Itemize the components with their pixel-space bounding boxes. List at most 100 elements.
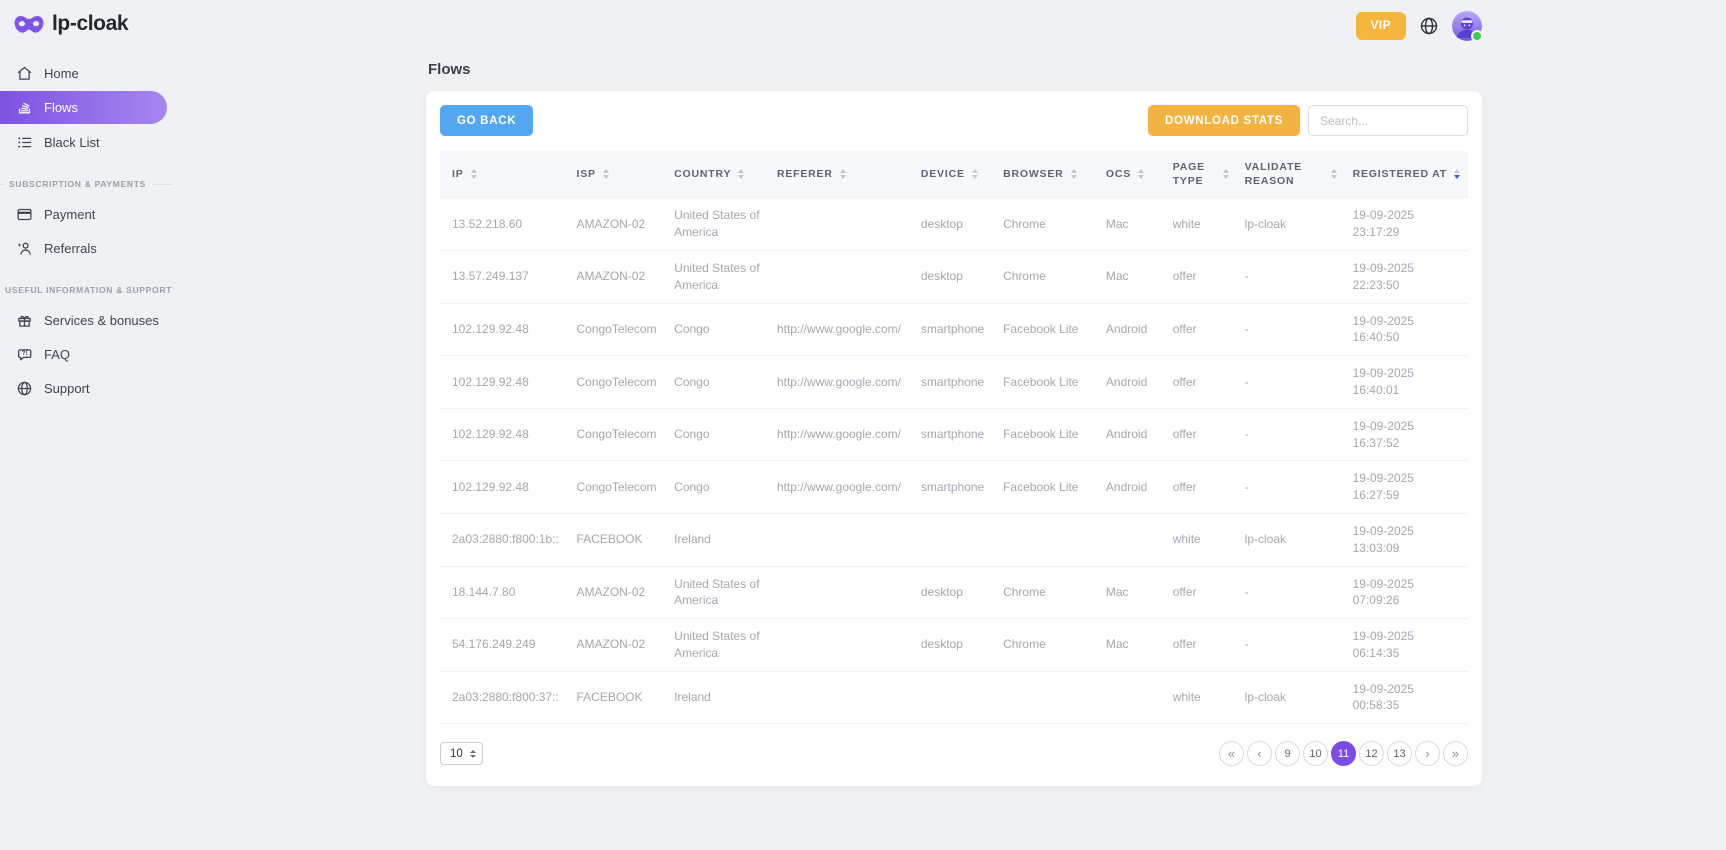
globe-icon[interactable]: [1419, 16, 1439, 36]
column-header-referer[interactable]: REFERER: [768, 151, 913, 198]
cell-ip: 2a03:2880:f800:37::: [440, 670, 569, 725]
column-header-ocs[interactable]: OCS: [1097, 151, 1165, 198]
next-page-button[interactable]: ›: [1415, 741, 1440, 767]
cell-ocs: [1097, 512, 1165, 566]
column-label: ISP: [576, 168, 596, 181]
column-header-ip[interactable]: IP: [440, 151, 569, 198]
search-input[interactable]: [1308, 105, 1468, 136]
page-title: Flows: [428, 61, 471, 78]
sidebar-item-faq[interactable]: ?! FAQ: [0, 337, 182, 371]
cell-browser: Chrome: [995, 618, 1098, 672]
sidebar-item-services-bonuses[interactable]: Services & bonuses: [0, 303, 182, 337]
cell-device: smartphone: [912, 355, 996, 409]
brand-name: lp-cloak: [52, 12, 129, 35]
cell-browser: Facebook Lite: [995, 355, 1098, 409]
cell-browser: [995, 512, 1098, 566]
page-size-select[interactable]: 10: [440, 742, 483, 766]
column-label: DEVICE: [920, 168, 965, 181]
sort-icon: [1138, 169, 1145, 180]
cell-registered_at: 19-09-2025 16:27:59: [1344, 460, 1468, 514]
mask-icon: [14, 15, 44, 34]
support-icon: [16, 380, 33, 397]
sidebar-item-label: Referrals: [44, 240, 97, 256]
cell-ip: 18.144.7.80: [440, 565, 569, 619]
cell-page_type: offer: [1164, 249, 1237, 304]
cell-registered_at: 19-09-2025 23:17:29: [1344, 197, 1468, 251]
column-header-device[interactable]: DEVICE: [912, 151, 996, 198]
sidebar-item-referrals[interactable]: Referrals: [0, 231, 182, 265]
column-header-registered_at[interactable]: REGISTERED AT: [1344, 151, 1468, 198]
home-icon: [16, 65, 33, 82]
stepper-icon: [469, 749, 476, 758]
page-button-9[interactable]: 9: [1275, 741, 1300, 767]
referrals-icon: [16, 240, 33, 257]
sort-icon: [470, 169, 477, 180]
vip-button[interactable]: VIP: [1355, 12, 1406, 40]
column-header-country[interactable]: COUNTRY: [666, 151, 769, 198]
page-button-10[interactable]: 10: [1303, 741, 1328, 767]
cell-referer: [768, 670, 913, 725]
sidebar-item-label: Black List: [44, 134, 100, 150]
sidebar-item-payment[interactable]: Payment: [0, 197, 182, 231]
table-row: 102.129.92.48 CongoTelecom Congo http://www…: [440, 460, 1468, 514]
column-header-isp[interactable]: ISP: [568, 151, 667, 198]
column-label: BROWSER: [1003, 168, 1064, 181]
go-back-button[interactable]: GO BACK: [440, 105, 534, 136]
topbar: VIP: [426, 0, 1483, 45]
sidebar-item-black-list[interactable]: Black List: [0, 125, 182, 159]
sidebar-item-label: Home: [44, 65, 79, 81]
cell-referer: http://www.google.com/: [768, 355, 913, 409]
cell-validate_reason: -: [1236, 460, 1345, 514]
cell-ocs: Mac: [1097, 197, 1165, 251]
flows-table: IP ISP COUNTRY REFERER DEVICE BROWSER OCS PAGE …: [440, 151, 1468, 725]
faq-icon: ?!: [16, 346, 33, 363]
cell-country: Ireland: [666, 670, 769, 725]
column-header-validate_reason[interactable]: VALIDATE REASON: [1236, 151, 1345, 198]
column-header-page_type[interactable]: PAGE TYPE: [1164, 151, 1237, 198]
sidebar-item-home[interactable]: Home: [0, 56, 182, 90]
svg-text:?!: ?!: [22, 351, 28, 357]
cell-validate_reason: -: [1236, 618, 1345, 672]
cell-device: smartphone: [912, 302, 996, 356]
sort-icon: [738, 169, 745, 180]
user-avatar[interactable]: [1452, 11, 1483, 42]
prev-page-button[interactable]: ‹: [1247, 741, 1272, 767]
column-header-browser[interactable]: BROWSER: [995, 151, 1098, 198]
cell-device: [912, 670, 996, 725]
download-stats-button[interactable]: DOWNLOAD STATS: [1148, 105, 1300, 136]
cell-country: Congo: [666, 407, 769, 461]
first-page-button[interactable]: «: [1219, 741, 1244, 767]
cell-registered_at: 19-09-2025 16:40:50: [1344, 302, 1468, 356]
column-label: IP: [452, 168, 464, 181]
cell-referer: http://www.google.com/: [768, 407, 913, 461]
brand-logo[interactable]: lp-cloak: [0, 0, 182, 56]
flows-icon: [16, 99, 33, 116]
cell-referer: [768, 249, 913, 304]
table-row: 54.176.249.249 AMAZON-02 United States of …: [440, 618, 1468, 672]
sidebar-item-label: Services & bonuses: [44, 312, 159, 328]
table-row: 102.129.92.48 CongoTelecom Congo http://www…: [440, 355, 1468, 409]
cell-page_type: white: [1164, 197, 1237, 251]
sort-icon: [839, 169, 846, 180]
cell-ocs: Mac: [1097, 565, 1165, 619]
cell-isp: CongoTelecom: [568, 407, 667, 461]
cell-device: desktop: [912, 618, 996, 672]
sort-icon: [1330, 169, 1337, 180]
page-button-11[interactable]: 11: [1331, 741, 1356, 767]
cell-ip: 54.176.249.249: [440, 618, 569, 672]
table-row: 2a03:2880:f800:1b:: FACEBOOK Ireland white l…: [440, 512, 1468, 566]
last-page-button[interactable]: »: [1443, 741, 1468, 767]
gift-icon: [16, 312, 33, 329]
cell-ocs: Android: [1097, 302, 1165, 356]
page-button-12[interactable]: 12: [1359, 741, 1384, 767]
cell-page_type: white: [1164, 670, 1237, 725]
cell-referer: http://www.google.com/: [768, 460, 913, 514]
column-label: COUNTRY: [674, 168, 732, 181]
cell-ip: 2a03:2880:f800:1b::: [440, 512, 569, 566]
sidebar-item-flows[interactable]: Flows: [0, 91, 167, 124]
page-button-13[interactable]: 13: [1387, 741, 1412, 767]
card-footer: 10 «‹ 9 10 11 12 13 ›»: [440, 741, 1468, 767]
sidebar-item-support[interactable]: Support: [0, 371, 182, 405]
cell-referer: [768, 565, 913, 619]
cell-browser: [995, 670, 1098, 725]
